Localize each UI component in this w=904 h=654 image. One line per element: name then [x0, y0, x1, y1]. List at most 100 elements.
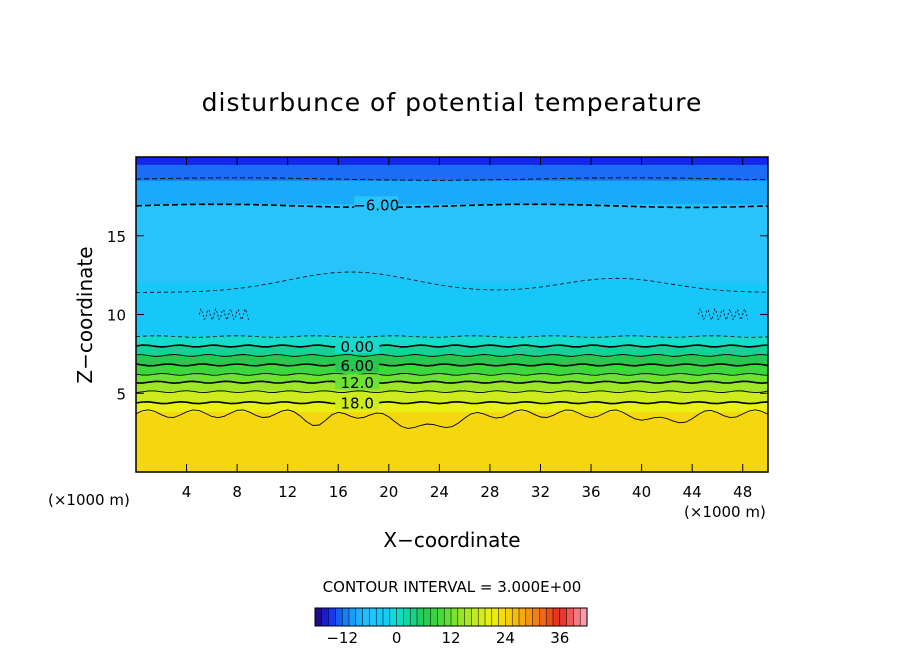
x-tick-label: 16 — [329, 483, 348, 501]
colorbar-swatch — [349, 608, 357, 626]
colorbar-tick-label: 0 — [392, 629, 402, 647]
value-band — [136, 391, 768, 404]
colorbar-tick-label: −12 — [326, 629, 358, 647]
colorbar-swatch — [403, 608, 411, 626]
value-band — [136, 164, 768, 182]
contour-line — [136, 203, 768, 209]
colorbar-swatch — [532, 608, 540, 626]
x-tick-label: 48 — [733, 483, 752, 501]
colorbar-swatch — [559, 608, 568, 626]
y-axis-label: Z−coordinate — [73, 246, 97, 383]
y-axis: 5 10 15 — [107, 228, 768, 403]
contour-label-background — [335, 374, 380, 390]
contour-label: 18.0 — [340, 395, 373, 413]
x-tick-label: 40 — [632, 483, 651, 501]
x-axis-label: X−coordinate — [383, 528, 520, 552]
x-tick-label: 44 — [683, 483, 702, 501]
contour-lines — [136, 177, 768, 429]
contour-interval-text: CONTOUR INTERVAL = 3.000E+00 — [323, 578, 582, 596]
colorbar-swatch — [525, 608, 534, 626]
contour-line — [136, 409, 768, 429]
colorbar-swatch — [451, 608, 459, 626]
contour-line — [136, 354, 768, 357]
colorbar-swatch — [457, 608, 466, 626]
colorbar-swatch — [505, 608, 513, 626]
value-band — [136, 412, 768, 472]
contour-label: 6.00 — [340, 357, 373, 375]
colorbar-swatch — [396, 608, 404, 626]
contour-label-background — [335, 394, 380, 410]
x-tick-label: 8 — [232, 483, 242, 501]
colorbar-swatch — [335, 608, 343, 626]
warm-dome-region — [136, 272, 768, 337]
x-tick-label: 4 — [182, 483, 192, 501]
value-band — [136, 336, 768, 347]
value-band — [136, 355, 768, 366]
contour-label: −6.00 — [353, 196, 399, 214]
colorbar-swatch — [539, 608, 547, 626]
colorbar-swatch — [369, 608, 377, 626]
colorbar-swatch — [566, 608, 574, 626]
contour-line — [136, 363, 768, 367]
colorbar-swatch — [410, 608, 418, 626]
x-tick-label: 32 — [531, 483, 550, 501]
value-band — [136, 204, 768, 284]
x-tick-label: 36 — [581, 483, 600, 501]
chart-title: disturbunce of potential temperature — [202, 88, 703, 117]
contour-line — [136, 390, 768, 394]
contour-line — [698, 307, 749, 322]
colorbar-tick-label: 24 — [496, 629, 515, 647]
colorbar — [314, 607, 588, 627]
colorbar-swatch — [498, 608, 506, 626]
colorbar-swatch — [383, 608, 391, 626]
contour-label: 0.00 — [340, 338, 373, 356]
contour-line — [136, 177, 768, 181]
value-band — [136, 402, 768, 413]
y-tick-label: 15 — [107, 228, 126, 246]
colorbar-swatch — [342, 608, 350, 626]
contour-line — [136, 344, 768, 348]
colorbar-swatch — [546, 608, 554, 626]
contour-label: 12.0 — [340, 374, 373, 392]
value-band — [136, 374, 768, 383]
colorbar-frame — [314, 607, 588, 627]
colorbar-tick-label: 12 — [441, 629, 460, 647]
colorbar-swatch — [553, 608, 561, 626]
colorbar-swatch — [512, 608, 520, 626]
value-band — [136, 364, 768, 375]
x-axis-unit: (×1000 m) — [684, 503, 766, 521]
x-tick-label: 28 — [480, 483, 499, 501]
colorbar-swatch — [573, 608, 581, 626]
value-band — [136, 157, 768, 166]
x-tick-label: 12 — [278, 483, 297, 501]
contour-line — [136, 271, 768, 293]
contour-line — [136, 335, 768, 338]
colorbar-swatch — [519, 608, 527, 626]
contour-line — [136, 372, 768, 376]
y-tick-label: 5 — [116, 385, 126, 403]
colorbar-swatch — [437, 608, 445, 626]
contour-label-background — [335, 338, 380, 353]
colorbar-swatch — [321, 608, 330, 626]
colorbar-swatch — [389, 608, 398, 626]
y-axis-unit: (×1000 m) — [48, 491, 130, 509]
colorbar-swatch — [362, 608, 370, 626]
x-tick-label: 24 — [430, 483, 449, 501]
x-tick-label: 20 — [379, 483, 398, 501]
value-band — [136, 382, 768, 393]
colorbar-swatch — [478, 608, 486, 626]
colorbar-swatch — [491, 608, 500, 626]
temperature-field — [136, 157, 768, 472]
colorbar-ticks: −12 0 12 24 36 — [326, 629, 569, 647]
colorbar-swatch — [423, 608, 432, 626]
y-tick-label: 10 — [107, 307, 126, 325]
contour-line — [198, 307, 249, 322]
colorbar-swatch — [471, 608, 479, 626]
contour-line — [136, 400, 768, 405]
contour-label-background — [335, 356, 380, 372]
colorbar-swatch — [315, 608, 323, 626]
colorbar-swatch — [580, 608, 588, 626]
colorbar-swatch — [485, 608, 493, 626]
